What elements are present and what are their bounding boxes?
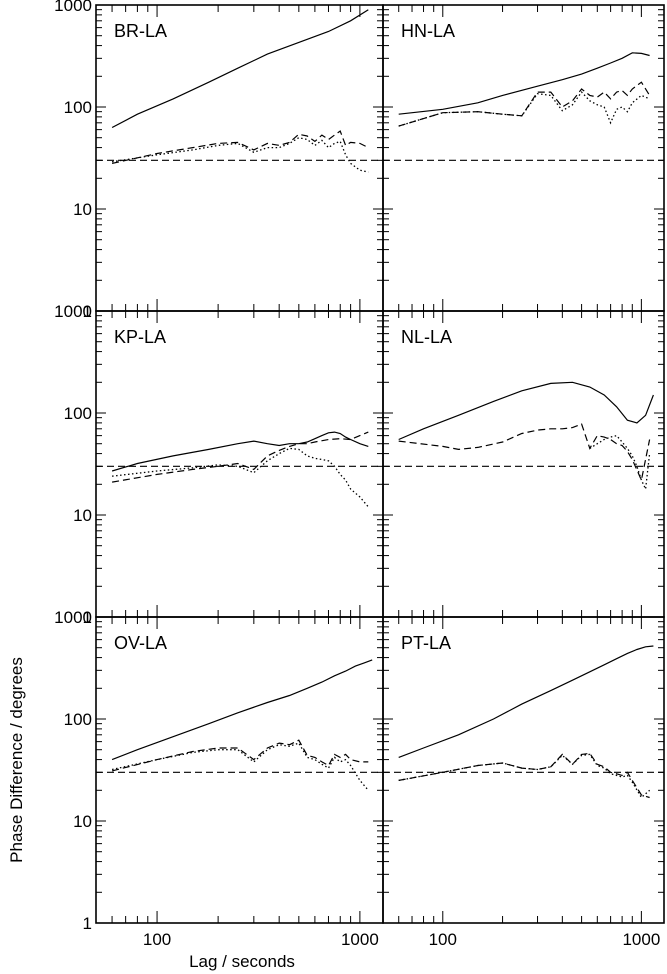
x-axis-title: Lag / seconds — [189, 952, 295, 971]
series-dashed — [398, 423, 651, 483]
series-solid — [111, 9, 369, 129]
series-dashed — [111, 431, 369, 483]
x-tick-label: 100 — [143, 930, 171, 949]
y-tick-label: 10 — [73, 506, 92, 525]
panel-frame — [382, 4, 665, 312]
panel-br-la: 1 10 100 1000 BR-LA — [54, 0, 384, 321]
series-dashed — [398, 81, 651, 127]
x-tick-label: 100 — [429, 930, 457, 949]
series-solid — [398, 645, 654, 758]
y-tick-label: 1000 — [54, 608, 92, 627]
panel-frame — [95, 616, 384, 924]
y-tick-label: 100 — [64, 98, 92, 117]
series-solid — [111, 659, 373, 761]
panel-label: NL-LA — [401, 327, 452, 347]
y-tick-label: 1000 — [54, 0, 92, 15]
panel-label: OV-LA — [114, 633, 167, 653]
panel-label: PT-LA — [401, 633, 451, 653]
y-tick-label: 1 — [83, 914, 92, 933]
y-tick-label: 10 — [73, 200, 92, 219]
y-tick-label: 100 — [64, 710, 92, 729]
y-tick-label: 1 — [83, 302, 92, 321]
series-solid — [398, 52, 650, 115]
x-tick-label: 1000 — [341, 930, 379, 949]
panel-nl-la: NL-LA — [382, 310, 665, 618]
panel-label: HN-LA — [401, 21, 455, 41]
panel-label: KP-LA — [114, 327, 166, 347]
series-dashed — [111, 130, 369, 164]
y-tick-label: 1000 — [54, 302, 92, 321]
panel-ov-la: 1 10 100 1000 100 1000 OV-LA — [54, 608, 384, 949]
panel-kp-la: 1 10 100 1000 KP-LA — [54, 302, 384, 627]
series-dashed — [111, 739, 369, 772]
x-tick-label: 1000 — [622, 930, 660, 949]
series-dashed — [398, 752, 650, 799]
series-dotted — [398, 753, 651, 799]
series-dotted — [398, 91, 650, 127]
panel-frame — [382, 310, 665, 618]
panel-hn-la: HN-LA — [382, 4, 665, 312]
panel-grid: 1 10 100 1000 BR-LA HN-LA 1 10 100 1000 KP-LA NL-LA… — [54, 0, 665, 949]
series-dotted — [589, 434, 651, 492]
series-solid — [398, 381, 654, 441]
y-tick-label: 100 — [64, 404, 92, 423]
panel-frame — [382, 616, 665, 924]
panel-pt-la: 100 1000 PT-LA — [382, 616, 665, 949]
y-axis-title: Phase Difference / degrees — [7, 657, 26, 863]
y-tick-label: 10 — [73, 812, 92, 831]
panel-frame — [95, 310, 384, 618]
panel-label: BR-LA — [114, 21, 167, 41]
y-tick-label: 1 — [83, 608, 92, 627]
series-dotted — [112, 447, 369, 508]
series-dotted — [111, 742, 369, 791]
series-solid — [111, 431, 369, 472]
